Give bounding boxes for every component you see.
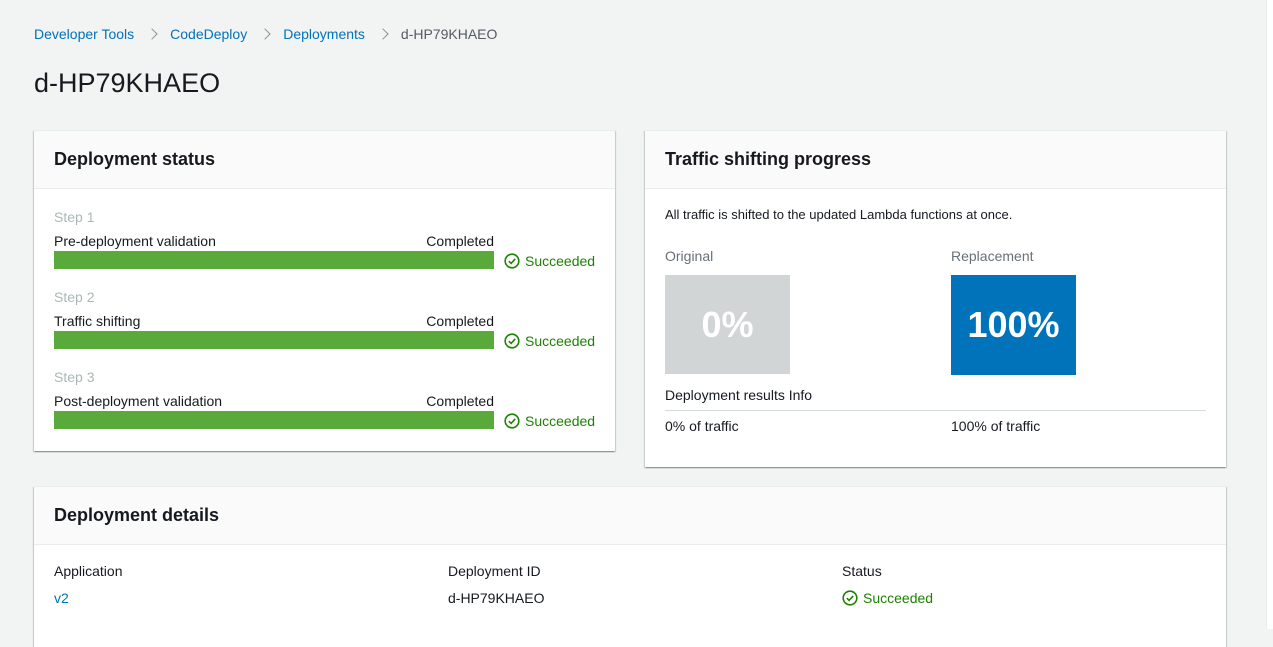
step-result-label: Succeeded [525, 413, 596, 429]
divider [665, 410, 1206, 411]
status-field: Status Succeeded [842, 563, 933, 606]
breadcrumb-current: d-HP79KHAEO [400, 26, 498, 42]
step-number: Step 3 [54, 369, 95, 385]
check-circle-icon [504, 333, 520, 349]
traffic-shifting-panel: Traffic shifting progress All traffic is… [645, 130, 1226, 467]
original-traffic: 0% of traffic [665, 418, 739, 434]
page-title: d-HP79KHAEO [34, 68, 221, 98]
step-result: Succeeded [504, 411, 595, 431]
step-state: Completed [426, 233, 494, 249]
deployment-id-value: d-HP79KHAEO [448, 590, 545, 606]
progress-bar-fill [54, 251, 494, 269]
replacement-percent-box: 100% [951, 275, 1076, 375]
panel-title: Traffic shifting progress [665, 149, 872, 169]
breadcrumb-developer-tools[interactable]: Developer Tools [34, 26, 135, 42]
progress-bar [54, 411, 494, 429]
panel-title: Deployment status [54, 149, 216, 169]
deployment-id-field: Deployment ID d-HP79KHAEO [448, 563, 544, 606]
status-value-row: Succeeded [842, 590, 933, 606]
panel-header: Deployment status [34, 131, 615, 189]
chevron-right-icon [146, 26, 158, 42]
application-link[interactable]: v2 [54, 590, 69, 606]
status-label: Status [842, 563, 882, 579]
step-result: Succeeded [504, 331, 595, 351]
progress-bar-fill [54, 411, 494, 429]
original-percent-box: 0% [665, 275, 790, 374]
progress-bar [54, 331, 494, 349]
progress-bar [54, 251, 494, 269]
step-result: Succeeded [504, 251, 595, 271]
step-state: Completed [426, 313, 494, 329]
panel-title: Deployment details [54, 505, 220, 525]
chevron-right-icon [259, 26, 271, 42]
step-name: Post-deployment validation [54, 393, 223, 409]
deployment-id-label: Deployment ID [448, 563, 541, 579]
replacement-label: Replacement [951, 248, 1034, 264]
progress-bar-fill [54, 331, 494, 349]
replacement-traffic: 100% of traffic [951, 418, 1041, 434]
deployment-details-panel: Deployment details Application v2 Deploy… [34, 486, 1226, 647]
step-name: Pre-deployment validation [54, 233, 216, 249]
breadcrumb-codedeploy[interactable]: CodeDeploy [170, 26, 248, 42]
original-label: Original [665, 248, 714, 264]
panel-header: Traffic shifting progress [645, 131, 1226, 189]
application-value-row: v2 [54, 590, 123, 606]
application-field: Application v2 [54, 563, 123, 606]
right-edge-strip [1266, 0, 1273, 629]
status-badge: Succeeded [863, 590, 934, 606]
breadcrumb: Developer Tools CodeDeploy Deployments d… [34, 26, 497, 42]
step-result-label: Succeeded [525, 253, 596, 269]
step-state: Completed [426, 393, 494, 409]
step-number: Step 1 [54, 209, 95, 225]
chevron-right-icon [377, 26, 389, 42]
breadcrumb-deployments[interactable]: Deployments [283, 26, 365, 42]
panel-header: Deployment details [34, 487, 1226, 545]
check-circle-icon [504, 413, 520, 429]
step-number: Step 2 [54, 289, 95, 305]
check-circle-icon [842, 590, 858, 606]
check-circle-icon [504, 253, 520, 269]
traffic-description: All traffic is shifted to the updated La… [665, 207, 1013, 222]
deployment-results-label: Deployment results Info [665, 387, 813, 403]
deployment-status-panel: Deployment status Step 1 Pre-deployment … [34, 130, 615, 451]
step-name: Traffic shifting [54, 313, 141, 329]
step-result-label: Succeeded [525, 333, 596, 349]
application-label: Application [54, 563, 123, 579]
